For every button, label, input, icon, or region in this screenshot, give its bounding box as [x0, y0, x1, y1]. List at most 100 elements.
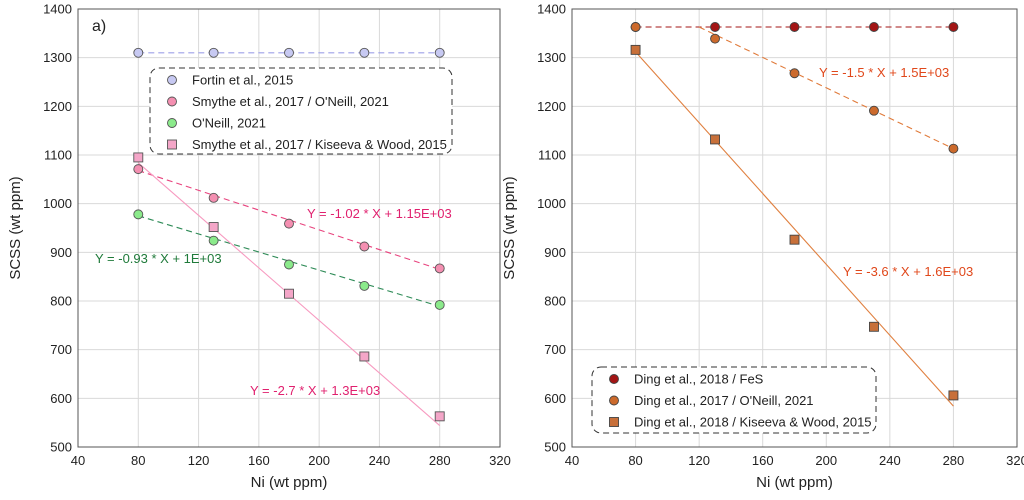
fit-line: [635, 51, 954, 407]
x-tick-label: 40: [71, 453, 85, 468]
legend: Ding et al., 2018 / FeS Ding et al., 2017…: [591, 366, 877, 434]
y-tick-label: 1100: [44, 148, 72, 163]
data-point-circle: [948, 143, 959, 154]
y-tick-label: 600: [544, 391, 566, 406]
y-tick-label: 900: [50, 245, 72, 260]
data-point-square: [710, 134, 720, 145]
data-point-circle: [710, 33, 720, 44]
x-tick-label: 200: [308, 453, 330, 468]
regression-equation-label: Y = -3.6 * X + 1.6E+03: [843, 264, 973, 279]
x-tick-label: 320: [1006, 453, 1024, 468]
x-tick-label: 240: [369, 453, 391, 468]
regression-equation-label: Y = -1.02 * X + 1.15E+03: [307, 206, 452, 221]
x-tick-label: 160: [248, 453, 270, 468]
data-point-circle: [208, 192, 219, 203]
legend-entry-label: Ding et al., 2018 / Kiseeva & Wood, 2015: [634, 415, 872, 430]
x-tick-label: 280: [429, 453, 451, 468]
data-point-circle: [208, 47, 219, 58]
data-point-circle: [434, 299, 445, 310]
fit-line: [138, 215, 440, 307]
x-tick-label: 120: [188, 453, 210, 468]
data-point-square: [359, 351, 370, 362]
legend-marker-circle: [609, 374, 619, 384]
data-point-circle: [434, 263, 445, 274]
data-point-circle: [789, 68, 800, 79]
y-tick-label: 600: [50, 391, 72, 406]
y-tick-label: 1000: [537, 196, 566, 211]
data-point-square: [208, 222, 219, 232]
y-tick-label: 1400: [537, 2, 566, 17]
data-point-circle: [359, 280, 370, 291]
regression-equation-label: Y = -1.5 * X + 1.5E+03: [819, 65, 949, 80]
legend-box: [591, 366, 877, 434]
x-axis-label: Ni (wt ppm): [756, 474, 833, 491]
legend-entry-label: Ding et al., 2018 / FeS: [634, 372, 764, 387]
legend-marker-circle: [609, 395, 619, 406]
y-tick-label: 1300: [537, 50, 566, 65]
y-tick-label: 900: [544, 245, 566, 260]
y-axis-label: SCSS (wt ppm): [7, 176, 24, 279]
legend-marker-square: [167, 139, 177, 150]
data-point-square: [789, 234, 800, 245]
data-point-square: [284, 288, 294, 299]
data-point-circle: [434, 47, 445, 58]
y-tick-label: 700: [50, 342, 72, 357]
data-point-circle: [284, 218, 294, 229]
plot-frame: [571, 8, 1018, 448]
data-point-circle: [133, 164, 144, 175]
y-tick-label: 1000: [43, 196, 72, 211]
data-point-square: [869, 321, 879, 332]
data-point-circle: [359, 47, 370, 58]
data-point-circle: [869, 105, 879, 116]
chart-panel-2: 40 80 120 160 200 240 280 320 500 600 700 800 900 100…: [501, 2, 1024, 492]
y-tick-label: 500: [50, 440, 72, 455]
legend-entry-label: Fortin et al., 2015: [192, 73, 293, 88]
y-tick-label: 1300: [43, 50, 72, 65]
y-tick-label: 700: [544, 342, 566, 357]
regression-equation-label: Y = -2.7 * X + 1.3E+03: [250, 383, 380, 398]
y-tick-label: 800: [544, 294, 566, 309]
x-tick-label: 320: [489, 453, 511, 468]
data-point-circle: [133, 209, 144, 220]
y-tick-label: 1200: [537, 99, 566, 114]
data-point-circle: [789, 22, 800, 32]
x-tick-label: 240: [879, 453, 901, 468]
x-tick-label: 40: [565, 453, 579, 468]
data-point-circle: [630, 22, 641, 32]
legend-marker-circle: [167, 75, 177, 85]
x-tick-label: 80: [131, 453, 145, 468]
y-tick-label: 1400: [43, 2, 72, 17]
data-point-circle: [359, 241, 370, 252]
data-point-circle: [284, 259, 294, 270]
y-axis-label: SCSS (wt ppm): [501, 176, 518, 279]
data-point-circle: [208, 235, 219, 246]
y-tick-label: 1200: [43, 99, 72, 114]
fit-line: [138, 170, 440, 270]
data-point-square: [630, 44, 641, 55]
legend-entry-label: Smythe et al., 2017 / O'Neill, 2021: [192, 94, 389, 109]
legend-entry-label: O'Neill, 2021: [192, 116, 266, 131]
x-tick-label: 80: [628, 453, 642, 468]
data-point-circle: [869, 22, 879, 32]
fit-line: [698, 26, 954, 150]
data-point-circle: [284, 47, 294, 58]
legend-marker-square: [609, 417, 619, 427]
legend: Fortin et al., 2015 Smythe et al., 2017 /…: [149, 67, 453, 155]
panel-label: a): [92, 18, 106, 35]
data-point-circle: [710, 22, 720, 32]
legend-box: [149, 67, 453, 155]
regression-equation-label: Y = -0.93 * X + 1E+03: [95, 251, 222, 266]
x-tick-label: 120: [688, 453, 710, 468]
data-point-circle: [948, 22, 959, 32]
data-point-square: [133, 152, 144, 163]
x-tick-label: 200: [815, 453, 837, 468]
y-tick-label: 1100: [538, 148, 566, 163]
legend-entry-label: Smythe et al., 2017 / Kiseeva & Wood, 20…: [192, 137, 447, 152]
y-tick-label: 800: [50, 294, 72, 309]
x-axis-label: Ni (wt ppm): [251, 474, 328, 491]
legend-marker-circle: [167, 96, 177, 107]
plot-frame: [77, 8, 501, 448]
chart-panel-1: 40 80 120 160 200 240 280 320 500 600 700 800 900 100…: [7, 2, 511, 492]
legend-entry-label: Ding et al., 2017 / O'Neill, 2021: [634, 393, 814, 408]
